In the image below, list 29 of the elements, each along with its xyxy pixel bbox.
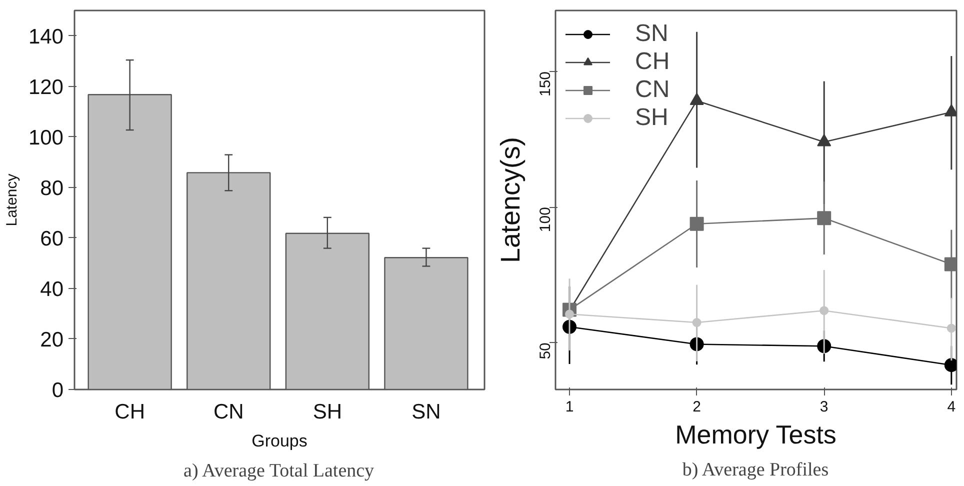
y-tick-label: 20 bbox=[40, 328, 64, 352]
legend-label: SN bbox=[635, 20, 668, 48]
x-axis-title: Memory Tests bbox=[675, 420, 836, 450]
y-tick-label: 0 bbox=[52, 379, 64, 402]
y-axis-title: Latency bbox=[3, 173, 20, 226]
y-tick-label: 100 bbox=[537, 207, 554, 232]
x-tick-label: 4 bbox=[947, 398, 956, 416]
y-tick-label: 40 bbox=[40, 278, 64, 301]
y-axis-title: Latency(s) bbox=[496, 136, 526, 264]
x-tick-label: SN bbox=[412, 400, 441, 424]
legend-label: CN bbox=[635, 76, 670, 104]
y-tick-label: 80 bbox=[40, 176, 64, 200]
text: b) Average Profiles bbox=[682, 460, 829, 480]
y-tick-label: 150 bbox=[537, 71, 554, 97]
x-tick-label: SH bbox=[312, 400, 342, 424]
y-tick-label: 60 bbox=[40, 227, 64, 250]
legend-label: SH bbox=[635, 104, 668, 132]
x-tick-label: CH bbox=[114, 400, 146, 424]
x-axis-title: Groups bbox=[252, 432, 308, 450]
x-tick-label: CN bbox=[213, 400, 244, 424]
x-tick-label: 3 bbox=[820, 398, 828, 416]
y-tick-label: 100 bbox=[28, 126, 64, 150]
y-tick-label: 50 bbox=[537, 342, 554, 360]
text: a) Average Total Latency bbox=[184, 460, 375, 482]
x-tick-label: 2 bbox=[692, 398, 701, 416]
x-tick-label: 1 bbox=[565, 398, 574, 416]
y-tick-label: 120 bbox=[28, 76, 64, 99]
y-tick-label: 140 bbox=[28, 25, 64, 48]
legend-label: CH bbox=[635, 48, 670, 76]
